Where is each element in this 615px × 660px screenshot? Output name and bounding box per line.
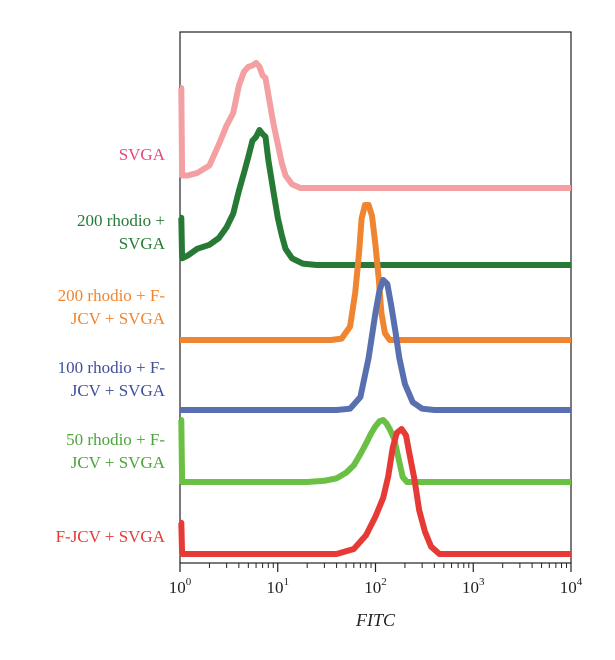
series-label-line: SVGA (119, 234, 166, 253)
x-axis: 100 101 102 103 104 (169, 563, 583, 597)
series-label-line: 100 rhodio + F- (58, 358, 166, 377)
series-label-line: SVGA (119, 145, 166, 164)
x-tick-label-base: 10 (169, 578, 186, 597)
histogram-trace-6 (178, 426, 571, 557)
series-label-5: 50 rhodio + F- JCV + SVGA (66, 430, 166, 472)
series-label-line: 200 rhodio + F- (58, 286, 166, 305)
x-tick-label: 101 (267, 576, 290, 597)
x-tick-label: 103 (462, 576, 485, 597)
x-tick-label-exponent: 1 (284, 576, 290, 588)
histogram-trace-4 (180, 277, 571, 413)
series-label-line: JCV + SVGA (71, 381, 166, 400)
x-tick-label-exponent: 0 (186, 576, 192, 588)
series-label-3: 200 rhodio + F- JCV + SVGA (58, 286, 166, 328)
x-tick-label-exponent: 4 (577, 576, 583, 588)
histogram-trace-2 (178, 127, 571, 268)
x-tick-label-base: 10 (364, 578, 381, 597)
x-tick-label: 100 (169, 576, 192, 597)
x-tick-label-exponent: 3 (479, 576, 485, 588)
histogram-trace-5 (178, 417, 571, 485)
x-tick-label-exponent: 2 (381, 576, 387, 588)
series-label-line: JCV + SVGA (71, 453, 166, 472)
histogram-trace-3 (180, 202, 571, 343)
series-label-1: SVGA (119, 145, 166, 164)
histogram-trace-1 (178, 60, 571, 191)
x-tick-label-base: 10 (462, 578, 479, 597)
series-labels: SVGA 200 rhodio + SVGA 200 rhodio + F- JCV +… (56, 145, 166, 546)
series-label-4: 100 rhodio + F- JCV + SVGA (58, 358, 166, 400)
x-tick-label-base: 10 (560, 578, 577, 597)
x-tick-label-base: 10 (267, 578, 284, 597)
series-label-line: 200 rhodio + (77, 211, 165, 230)
series-label-2: 200 rhodio + SVGA (77, 211, 166, 253)
plot-area (178, 31, 572, 564)
x-tick-label: 104 (560, 576, 583, 597)
x-axis-title: FITC (355, 610, 396, 630)
series-label-line: F-JCV + SVGA (56, 527, 166, 546)
series-label-line: JCV + SVGA (71, 309, 166, 328)
series-label-6: F-JCV + SVGA (56, 527, 166, 546)
x-tick-label: 102 (364, 576, 387, 597)
series-label-line: 50 rhodio + F- (66, 430, 165, 449)
